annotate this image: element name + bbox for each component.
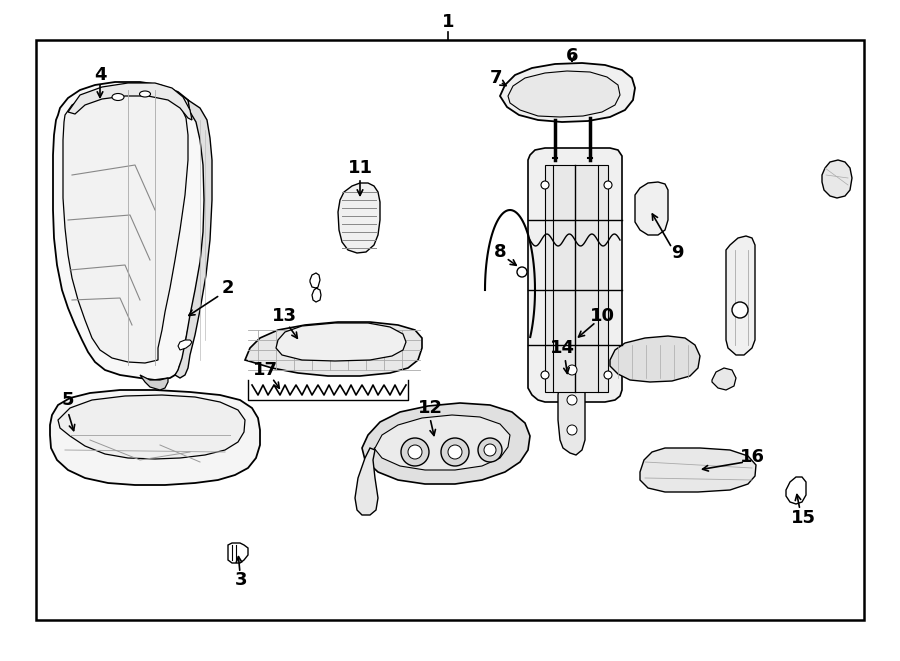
Polygon shape: [362, 403, 530, 484]
Text: 15: 15: [790, 509, 815, 527]
Ellipse shape: [140, 91, 150, 97]
Polygon shape: [726, 236, 755, 355]
Polygon shape: [374, 415, 510, 470]
Text: 17: 17: [253, 361, 277, 379]
Circle shape: [541, 371, 549, 379]
Text: 5: 5: [62, 391, 74, 409]
Polygon shape: [63, 90, 188, 363]
Circle shape: [604, 181, 612, 189]
Circle shape: [448, 445, 462, 459]
Text: 4: 4: [94, 66, 106, 84]
Ellipse shape: [112, 93, 124, 100]
Polygon shape: [712, 368, 736, 390]
Polygon shape: [50, 390, 260, 485]
Polygon shape: [245, 322, 422, 376]
Bar: [36, 40, 864, 620]
Polygon shape: [338, 183, 380, 253]
Text: 2: 2: [221, 279, 234, 297]
Text: 16: 16: [740, 448, 764, 466]
Circle shape: [441, 438, 469, 466]
Text: 3: 3: [235, 571, 248, 589]
Polygon shape: [545, 165, 608, 392]
Polygon shape: [178, 340, 192, 350]
Polygon shape: [610, 336, 700, 382]
Text: 6: 6: [566, 47, 578, 65]
Polygon shape: [228, 543, 248, 563]
Polygon shape: [276, 323, 406, 361]
Text: 1: 1: [442, 13, 454, 31]
Polygon shape: [58, 395, 245, 459]
Circle shape: [567, 395, 577, 405]
Text: 7: 7: [490, 69, 502, 87]
Polygon shape: [786, 477, 806, 504]
Circle shape: [567, 425, 577, 435]
Circle shape: [567, 365, 577, 375]
Polygon shape: [508, 71, 620, 117]
Text: 13: 13: [272, 307, 296, 325]
Polygon shape: [822, 160, 852, 198]
Text: 8: 8: [494, 243, 507, 261]
Polygon shape: [310, 273, 321, 302]
Polygon shape: [68, 83, 192, 120]
Circle shape: [517, 267, 527, 277]
Text: 12: 12: [418, 399, 443, 417]
Text: 10: 10: [590, 307, 615, 325]
Polygon shape: [53, 82, 208, 380]
Polygon shape: [635, 182, 668, 235]
Circle shape: [541, 181, 549, 189]
Circle shape: [478, 438, 502, 462]
Circle shape: [401, 438, 429, 466]
Polygon shape: [355, 448, 378, 515]
Circle shape: [484, 444, 496, 456]
Polygon shape: [640, 448, 756, 492]
Circle shape: [604, 371, 612, 379]
Circle shape: [732, 302, 748, 318]
Text: 9: 9: [670, 244, 683, 262]
Circle shape: [408, 445, 422, 459]
Polygon shape: [528, 148, 622, 402]
Polygon shape: [558, 343, 585, 455]
Polygon shape: [175, 100, 212, 378]
Text: 11: 11: [347, 159, 373, 177]
Text: 14: 14: [550, 339, 574, 357]
Polygon shape: [500, 63, 635, 122]
Polygon shape: [140, 375, 168, 390]
